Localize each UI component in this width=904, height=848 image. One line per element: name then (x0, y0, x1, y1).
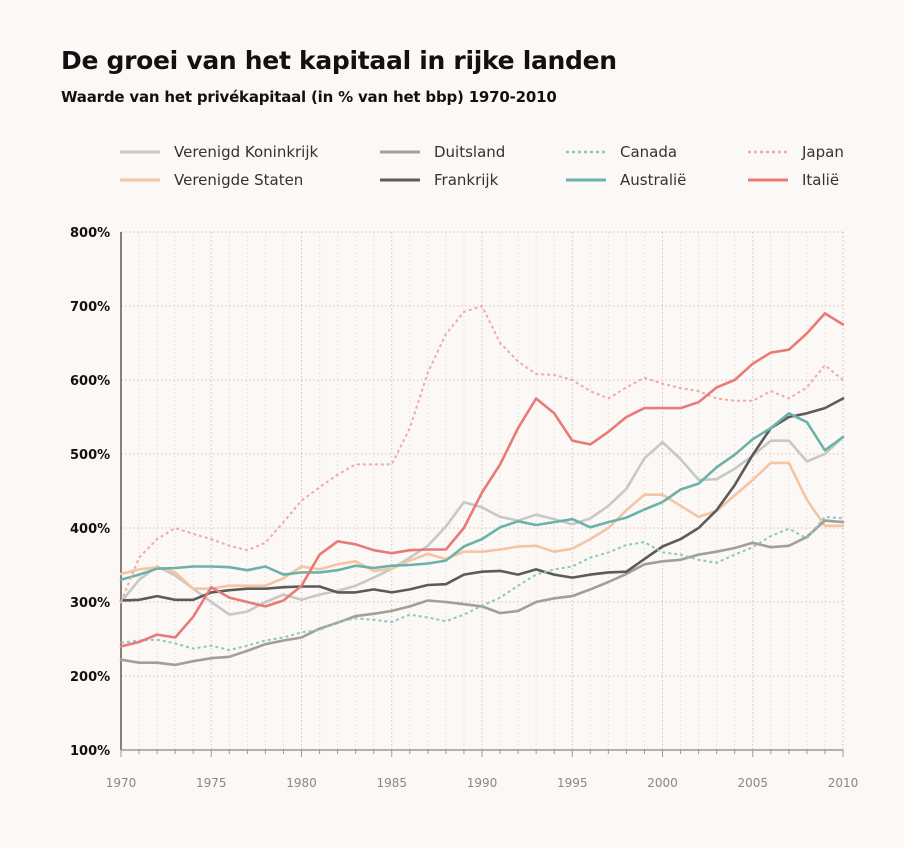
legend: Verenigd Koninkrijk Verenigde Staten Duits… (120, 143, 844, 189)
grid (121, 231, 844, 750)
chart-title: De groei van het kapitaal in rijke lande… (61, 46, 617, 75)
series-line-verenigde-staten (119, 461, 845, 591)
series-line-canada (120, 515, 844, 652)
series-line-verenigd-koninkrijk (119, 435, 845, 616)
chart-subtitle: Waarde van het privékapitaal (in % van h… (61, 88, 557, 106)
y-tick-label-300: 300% (70, 596, 110, 611)
x-tick-label-1995: 1995 (557, 776, 588, 790)
legend-item-canada: Canada (566, 143, 677, 161)
x-tick-label-1975: 1975 (196, 776, 227, 790)
x-tick-label-1980: 1980 (286, 776, 317, 790)
y-tick-label-500: 500% (70, 448, 110, 463)
y-tick-label-400: 400% (70, 522, 110, 537)
legend-item-frankrijk: Frankrijk (380, 171, 499, 189)
legend-item-verenigd-koninkrijk: Verenigd Koninkrijk (120, 143, 319, 161)
series-line-frankrijk (119, 397, 845, 602)
y-tick-label-100: 100% (70, 744, 110, 759)
x-tick-label-1970: 1970 (106, 776, 137, 790)
legend-label-australie: Australië (620, 171, 686, 189)
x-tick-label-1990: 1990 (467, 776, 498, 790)
legend-label-frankrijk: Frankrijk (434, 171, 499, 189)
legend-item-italie: Italië (748, 171, 839, 189)
legend-label-verenigd-koninkrijk: Verenigd Koninkrijk (174, 143, 319, 161)
legend-item-australie: Australië (566, 171, 686, 189)
series-line-italie (119, 312, 845, 648)
y-tick-label-600: 600% (70, 374, 110, 389)
legend-label-duitsland: Duitsland (434, 143, 505, 161)
legend-label-italie: Italië (802, 171, 839, 189)
y-tick-label-200: 200% (70, 670, 110, 685)
legend-item-duitsland: Duitsland (380, 143, 505, 161)
y-tick-label-700: 700% (70, 300, 110, 315)
x-tick-label-1985: 1985 (376, 776, 407, 790)
x-tick-label-2005: 2005 (737, 776, 768, 790)
legend-item-japan: Japan (748, 143, 844, 161)
legend-label-canada: Canada (620, 143, 677, 161)
x-tick-label-2000: 2000 (647, 776, 678, 790)
axes: 100% 200% 300% 400% 500% 600% 700% 800% 1970 1975… (70, 226, 858, 790)
series-line-japan (120, 305, 844, 603)
y-tick-label-800: 800% (70, 226, 110, 241)
series-line-australie (119, 411, 845, 582)
legend-label-verenigde-staten: Verenigde Staten (174, 171, 303, 189)
series-lines (119, 305, 845, 667)
x-tick-label-2010: 2010 (828, 776, 859, 790)
legend-label-japan: Japan (801, 143, 844, 161)
legend-item-verenigde-staten: Verenigde Staten (120, 171, 303, 189)
